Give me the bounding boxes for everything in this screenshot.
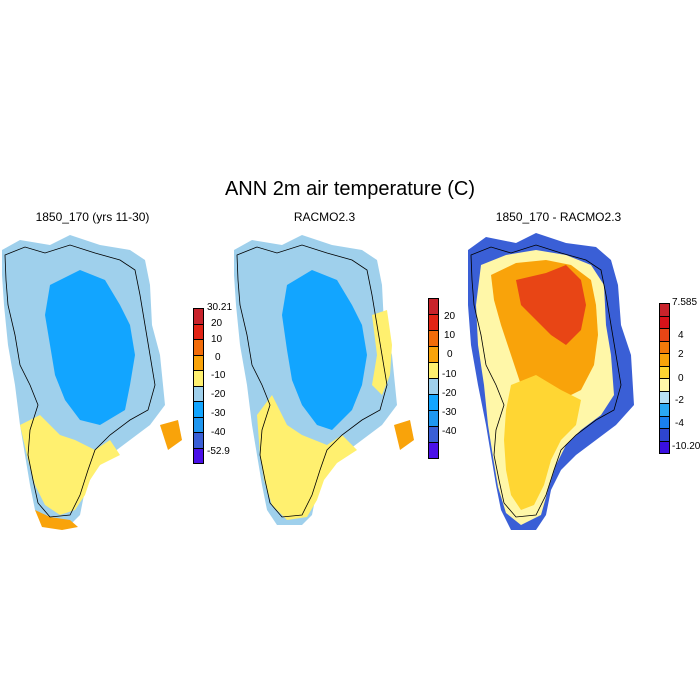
colorbar-label: -10 bbox=[442, 369, 457, 380]
colorbar-label: 20 bbox=[211, 318, 223, 329]
colorbar-swatch bbox=[659, 340, 670, 354]
colorbar-swatch bbox=[193, 401, 204, 418]
colorbar-swatch bbox=[659, 365, 670, 379]
colorbar-swatch bbox=[428, 346, 439, 363]
colorbar-label: -20 bbox=[442, 388, 457, 399]
colorbar-swatch bbox=[193, 323, 204, 340]
colorbar-label: -40 bbox=[211, 427, 226, 438]
colorbar-label: 0 bbox=[678, 373, 684, 384]
colorbar-swatch bbox=[428, 378, 439, 395]
colorbar-swatch bbox=[193, 308, 204, 325]
colorbar-label: 10 bbox=[444, 330, 456, 341]
colorbar-swatch bbox=[428, 442, 439, 459]
colorbar-swatch bbox=[193, 339, 204, 356]
colorbar-swatch bbox=[659, 403, 670, 417]
map-region-edge-island bbox=[394, 420, 414, 450]
coastline bbox=[236, 244, 388, 518]
colorbar-label: -40 bbox=[442, 426, 457, 437]
colorbar-label: -52.9 bbox=[207, 446, 230, 457]
map-region-interior bbox=[282, 270, 367, 430]
map-region-edge bbox=[35, 510, 78, 530]
colorbar-swatch bbox=[428, 298, 439, 315]
map-region-coast-east bbox=[372, 310, 392, 395]
colorbar-swatch bbox=[428, 410, 439, 427]
colorbar: 20 10 0 -10 -20 -30 -40 bbox=[428, 298, 468, 459]
colorbar-swatch bbox=[193, 416, 204, 433]
greenland-map bbox=[468, 233, 634, 530]
greenland-map bbox=[234, 235, 414, 525]
colorbar-label: 4 bbox=[678, 330, 684, 341]
colorbar-swatch bbox=[428, 362, 439, 379]
colorbar-swatch bbox=[659, 303, 670, 317]
colorbar-swatch bbox=[193, 354, 204, 371]
colorbar-swatch bbox=[659, 378, 670, 392]
colorbar-label: 0 bbox=[215, 352, 221, 363]
map-region-interior bbox=[45, 270, 135, 425]
colorbar-swatch bbox=[428, 426, 439, 443]
coastline bbox=[4, 244, 156, 518]
colorbar-label: 0 bbox=[447, 349, 453, 360]
colorbar-label: -10 bbox=[211, 370, 226, 381]
panel-difference: 1850_170 - RACMO2.3 7.585 4 2 0 -2 -4 -1… bbox=[466, 210, 700, 530]
map-region-coast bbox=[257, 395, 357, 520]
colorbar-swatch bbox=[659, 353, 670, 367]
colorbar-swatch bbox=[193, 447, 204, 464]
panel-title: 1850_170 (yrs 11-30) bbox=[35, 210, 150, 224]
colorbar-label: 2 bbox=[678, 349, 684, 360]
figure-title: ANN 2m air temperature (C) bbox=[224, 178, 476, 200]
coastline bbox=[470, 244, 622, 518]
colorbar-swatch bbox=[193, 385, 204, 402]
colorbar-swatch bbox=[659, 428, 670, 442]
colorbar-swatch bbox=[659, 390, 670, 404]
panel-title: 1850_170 - RACMO2.3 bbox=[495, 210, 622, 224]
colorbar-swatch bbox=[659, 328, 670, 342]
map-region-edge-island bbox=[160, 420, 182, 450]
colorbar-label: -30 bbox=[442, 407, 457, 418]
map-region-coast bbox=[20, 415, 120, 515]
colorbar: 30.21 20 10 0 -10 -20 -30 -40 -52.9 bbox=[193, 303, 233, 464]
colorbar-label: 20 bbox=[444, 311, 456, 322]
colorbar-label: -10.20 bbox=[672, 441, 700, 452]
colorbar-label: -20 bbox=[211, 389, 226, 400]
greenland-map bbox=[2, 235, 182, 530]
colorbar-swatch bbox=[193, 370, 204, 387]
colorbar-swatch bbox=[659, 315, 670, 329]
colorbar-label: -30 bbox=[211, 408, 226, 419]
colorbar-label: 30.21 bbox=[207, 302, 233, 313]
colorbar: 7.585 4 2 0 -2 -4 -10.20 bbox=[659, 298, 700, 454]
panel-model: 1850_170 (yrs 11-30) 30.21 20 10 0 -10 -… bbox=[0, 210, 236, 530]
colorbar-label: -2 bbox=[675, 395, 684, 406]
map-region-interior bbox=[504, 375, 581, 510]
panel-title: RACMO2.3 bbox=[293, 210, 356, 224]
colorbar-label: -4 bbox=[675, 418, 684, 429]
colorbar-swatch bbox=[659, 440, 670, 454]
colorbar-swatch bbox=[193, 432, 204, 449]
colorbar-swatch bbox=[428, 314, 439, 331]
colorbar-label: 7.585 bbox=[672, 297, 698, 308]
colorbar-label: 10 bbox=[211, 334, 223, 345]
panel-racmo: RACMO2.3 20 10 0 -10 -20 -30 -40 bbox=[232, 210, 468, 530]
colorbar-swatch bbox=[659, 415, 670, 429]
colorbar-swatch bbox=[428, 330, 439, 347]
colorbar-swatch bbox=[428, 394, 439, 411]
map-region-hot bbox=[516, 265, 586, 345]
